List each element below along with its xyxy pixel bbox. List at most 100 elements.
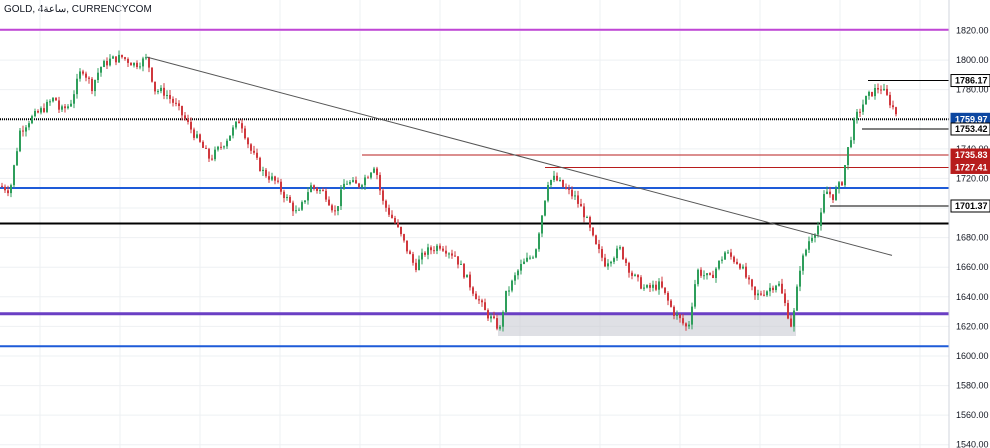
candle-up[interactable]: [421, 252, 423, 260]
candle-up[interactable]: [706, 273, 708, 276]
candle-up[interactable]: [79, 71, 81, 79]
candle-down[interactable]: [397, 222, 399, 227]
candle-down[interactable]: [781, 283, 783, 294]
candle-down[interactable]: [394, 218, 396, 223]
candle-up[interactable]: [874, 88, 876, 97]
candle-down[interactable]: [736, 261, 738, 265]
candle-up[interactable]: [160, 87, 162, 92]
price-badge[interactable]: [950, 122, 990, 136]
candle-up[interactable]: [361, 185, 363, 187]
candle-down[interactable]: [487, 310, 489, 319]
candle-down[interactable]: [250, 144, 252, 151]
candle-down[interactable]: [589, 217, 591, 228]
candle-down[interactable]: [91, 78, 93, 92]
candle-down[interactable]: [562, 179, 564, 187]
candle-up[interactable]: [214, 149, 216, 160]
candle-down[interactable]: [355, 180, 357, 184]
candle-down[interactable]: [7, 190, 9, 194]
candle-up[interactable]: [352, 180, 354, 182]
candle-up[interactable]: [139, 66, 141, 68]
candle-up[interactable]: [229, 135, 231, 141]
candle-down[interactable]: [268, 176, 270, 180]
candle-down[interactable]: [895, 107, 897, 115]
candle-up[interactable]: [304, 200, 306, 203]
candle-down[interactable]: [205, 147, 207, 149]
candle-down[interactable]: [625, 259, 627, 263]
candle-down[interactable]: [115, 56, 117, 63]
candle-up[interactable]: [133, 62, 135, 66]
candle-down[interactable]: [595, 235, 597, 245]
candle-up[interactable]: [835, 188, 837, 200]
candle-up[interactable]: [520, 263, 522, 271]
candle-down[interactable]: [181, 106, 183, 116]
candle-up[interactable]: [301, 202, 303, 210]
candle-down[interactable]: [445, 250, 447, 254]
candle-down[interactable]: [709, 273, 711, 275]
candle-up[interactable]: [118, 54, 120, 63]
candle-up[interactable]: [727, 252, 729, 254]
candle-down[interactable]: [733, 256, 735, 262]
candle-up[interactable]: [826, 191, 828, 195]
candle-up[interactable]: [757, 293, 759, 296]
candle-down[interactable]: [43, 108, 45, 112]
candle-down[interactable]: [238, 121, 240, 124]
candle-up[interactable]: [505, 290, 507, 313]
candle-down[interactable]: [790, 318, 792, 327]
candle-down[interactable]: [601, 249, 603, 258]
candle-down[interactable]: [289, 196, 291, 203]
candle-up[interactable]: [70, 103, 72, 107]
candle-down[interactable]: [556, 175, 558, 181]
candle-up[interactable]: [838, 182, 840, 189]
candle-up[interactable]: [883, 88, 885, 91]
candle-down[interactable]: [463, 263, 465, 278]
candle-down[interactable]: [379, 174, 381, 191]
candle-down[interactable]: [415, 262, 417, 271]
candle-up[interactable]: [559, 179, 561, 181]
candle-up[interactable]: [802, 255, 804, 271]
candle-up[interactable]: [499, 326, 501, 329]
candle-up[interactable]: [607, 263, 609, 267]
candle-up[interactable]: [814, 234, 816, 238]
candle-up[interactable]: [742, 266, 744, 269]
candle-down[interactable]: [661, 281, 663, 288]
candle-down[interactable]: [451, 253, 453, 256]
candle-up[interactable]: [718, 260, 720, 269]
candle-up[interactable]: [16, 151, 18, 166]
candle-down[interactable]: [283, 191, 285, 199]
candle-up[interactable]: [343, 183, 345, 190]
candle-up[interactable]: [538, 233, 540, 250]
candle-down[interactable]: [409, 251, 411, 255]
candle-down[interactable]: [424, 252, 426, 255]
candle-down[interactable]: [136, 62, 138, 67]
candle-up[interactable]: [646, 285, 648, 288]
candle-down[interactable]: [1, 185, 3, 187]
candle-down[interactable]: [748, 277, 750, 280]
candle-up[interactable]: [10, 185, 12, 194]
candle-up[interactable]: [448, 253, 450, 255]
candle-up[interactable]: [766, 291, 768, 296]
candle-up[interactable]: [340, 189, 342, 207]
candle-down[interactable]: [358, 183, 360, 187]
candle-up[interactable]: [634, 274, 636, 276]
candle-up[interactable]: [805, 249, 807, 256]
candle-up[interactable]: [844, 165, 846, 186]
candle-down[interactable]: [58, 100, 60, 110]
candle-down[interactable]: [682, 318, 684, 324]
candle-down[interactable]: [787, 303, 789, 319]
candle-up[interactable]: [109, 58, 111, 66]
candle-up[interactable]: [619, 247, 621, 249]
candle-up[interactable]: [715, 268, 717, 279]
candle-down[interactable]: [247, 138, 249, 145]
candle-down[interactable]: [886, 88, 888, 95]
candle-down[interactable]: [22, 130, 24, 132]
candle-down[interactable]: [592, 227, 594, 236]
candle-down[interactable]: [433, 250, 435, 252]
candle-down[interactable]: [175, 102, 177, 104]
candle-down[interactable]: [745, 266, 747, 278]
candle-down[interactable]: [151, 67, 153, 82]
candle-up[interactable]: [223, 146, 225, 148]
candle-down[interactable]: [199, 134, 201, 142]
candle-up[interactable]: [856, 111, 858, 120]
candle-down[interactable]: [172, 98, 174, 103]
candle-down[interactable]: [880, 89, 882, 91]
